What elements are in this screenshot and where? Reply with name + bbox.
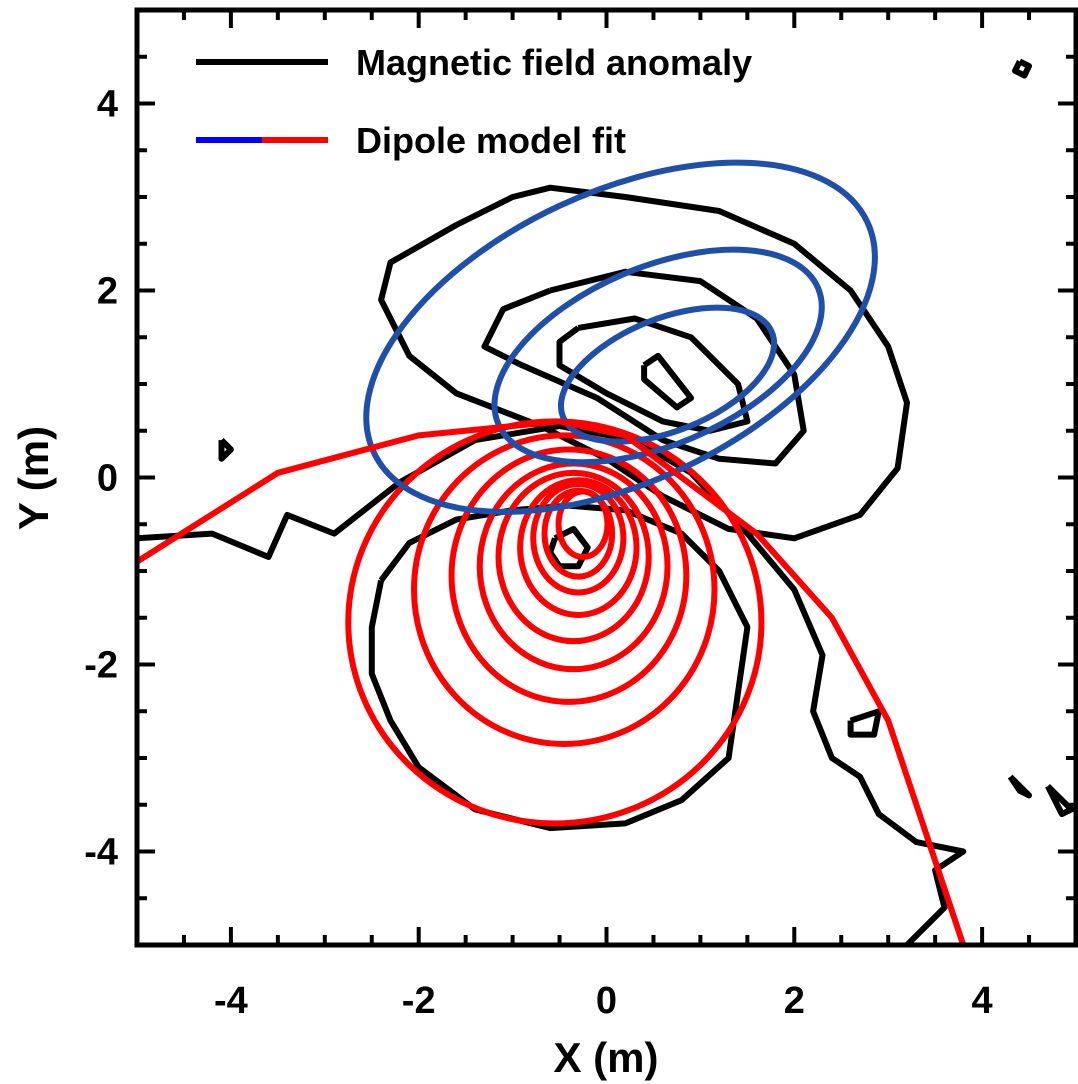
fit-contour-positive [557, 304, 778, 445]
fit-contour-negative-outer [137, 418, 967, 945]
anomaly-contour [378, 184, 910, 542]
anomaly-contour [1007, 774, 1032, 799]
y-tick-labels: -4 -2 0 2 4 [84, 84, 118, 874]
anomaly-contour [218, 437, 234, 462]
y-tick-label: 4 [97, 84, 118, 126]
y-tick-label: 0 [97, 458, 118, 500]
y-tick-label: -2 [84, 645, 118, 687]
plot-area [137, 58, 1075, 945]
x-axis-label: X (m) [554, 1034, 659, 1081]
anomaly-contour [641, 352, 694, 411]
x-tick-label: 0 [596, 980, 617, 1022]
anomaly-contour [1045, 783, 1075, 818]
x-tick-label: 2 [784, 980, 805, 1022]
fit-contour-positive [363, 159, 878, 515]
fit-contour-negative [448, 446, 690, 705]
fit-contour-positive [491, 246, 825, 466]
legend: Magnetic field anomaly Dipole model fit [196, 42, 752, 161]
anomaly-contour [847, 708, 882, 738]
legend-label-fit: Dipole model fit [356, 120, 626, 161]
y-tick-label: 2 [97, 271, 118, 313]
x-tick-label: -2 [402, 980, 436, 1022]
fit-contour-negative [345, 418, 765, 827]
axis-ticks [135, 8, 1078, 947]
fit-contour-negative [530, 481, 627, 596]
dipole-fit-contours [137, 159, 967, 945]
x-tick-label: -4 [214, 980, 248, 1022]
x-tick-labels: -4 -2 0 2 4 [214, 980, 993, 1022]
anomaly-contour [481, 268, 807, 467]
legend-label-anomaly: Magnetic field anomaly [356, 42, 752, 83]
anomaly-contour [137, 423, 967, 945]
fit-contour-negative [495, 469, 652, 645]
x-tick-label: 4 [972, 980, 993, 1022]
y-tick-label: -4 [84, 832, 118, 874]
fit-contour-negative [411, 432, 718, 747]
anomaly-contour [1012, 58, 1032, 79]
fit-contour-negative [517, 477, 640, 618]
fit-contour-negative [555, 488, 611, 560]
y-axis-label: Y (m) [10, 426, 57, 530]
